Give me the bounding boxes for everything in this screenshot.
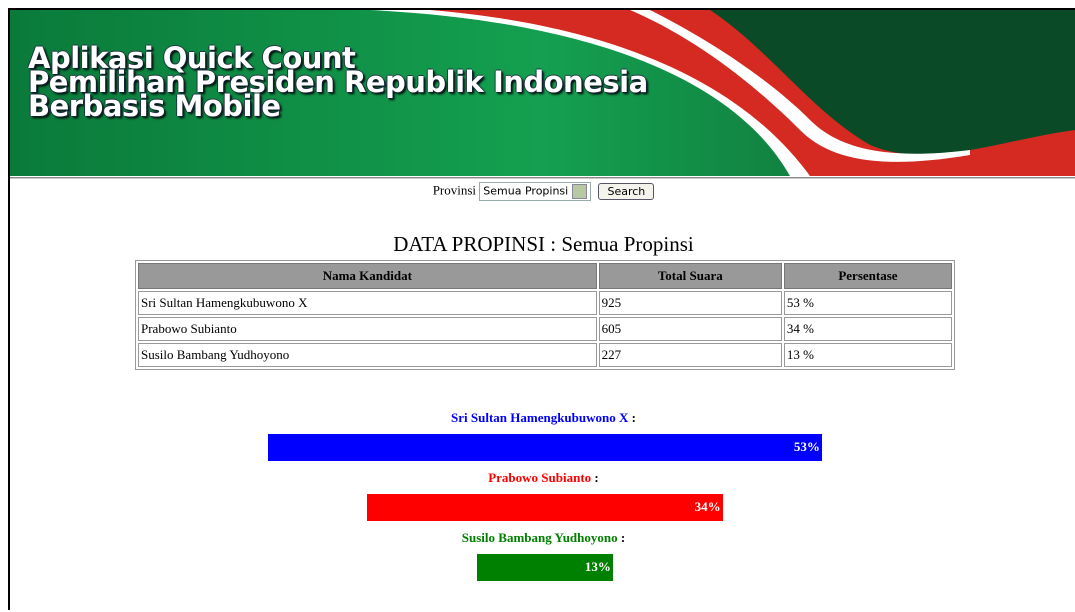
- table-cell: Susilo Bambang Yudhoyono: [138, 343, 597, 367]
- candidate-name: Susilo Bambang Yudhoyono: [462, 530, 618, 545]
- province-select[interactable]: Semua Propinsi: [479, 182, 591, 201]
- separator: [10, 177, 1075, 179]
- column-header: Total Suara: [599, 263, 782, 289]
- search-form: Provinsi Semua Propinsi Search: [10, 182, 1075, 201]
- bar-label: 13%: [585, 559, 611, 575]
- table-cell: 925: [599, 291, 782, 315]
- separator: :: [594, 470, 598, 485]
- search-button[interactable]: Search: [598, 183, 654, 200]
- column-header: Persentase: [784, 263, 952, 289]
- table-cell: 13 %: [784, 343, 952, 367]
- table-cell: Sri Sultan Hamengkubuwono X: [138, 291, 597, 315]
- select-arrow[interactable]: [572, 184, 587, 199]
- column-header: Nama Kandidat: [138, 263, 597, 289]
- frame: Aplikasi Quick Count Pemilihan Presiden …: [8, 8, 1075, 610]
- separator: :: [632, 410, 636, 425]
- table-cell: 227: [599, 343, 782, 367]
- select-value: Semua Propinsi: [483, 185, 568, 198]
- bar-label: 53%: [794, 439, 820, 455]
- table-title: DATA PROPINSI : Semua Propinsi: [10, 232, 1075, 257]
- bar-name: Sri Sultan Hamengkubuwono X :: [10, 410, 1075, 426]
- header-title: Aplikasi Quick Count Pemilihan Presiden …: [28, 46, 648, 118]
- bar-name: Prabowo Subianto :: [10, 470, 1075, 486]
- bar-name: Susilo Bambang Yudhoyono :: [10, 530, 1075, 546]
- candidate-name: Sri Sultan Hamengkubuwono X: [451, 410, 628, 425]
- table-cell: 34 %: [784, 317, 952, 341]
- table-cell: Prabowo Subianto: [138, 317, 597, 341]
- bar: 13%: [477, 554, 613, 581]
- candidate-name: Prabowo Subianto: [488, 470, 591, 485]
- page: Aplikasi Quick Count Pemilihan Presiden …: [0, 0, 1075, 610]
- bar-label: 34%: [695, 499, 721, 515]
- separator: :: [621, 530, 625, 545]
- bar: 34%: [367, 494, 722, 521]
- bar: 53%: [268, 434, 822, 461]
- table-cell: 53 %: [784, 291, 952, 315]
- province-label: Provinsi: [433, 182, 476, 197]
- table-cell: 605: [599, 317, 782, 341]
